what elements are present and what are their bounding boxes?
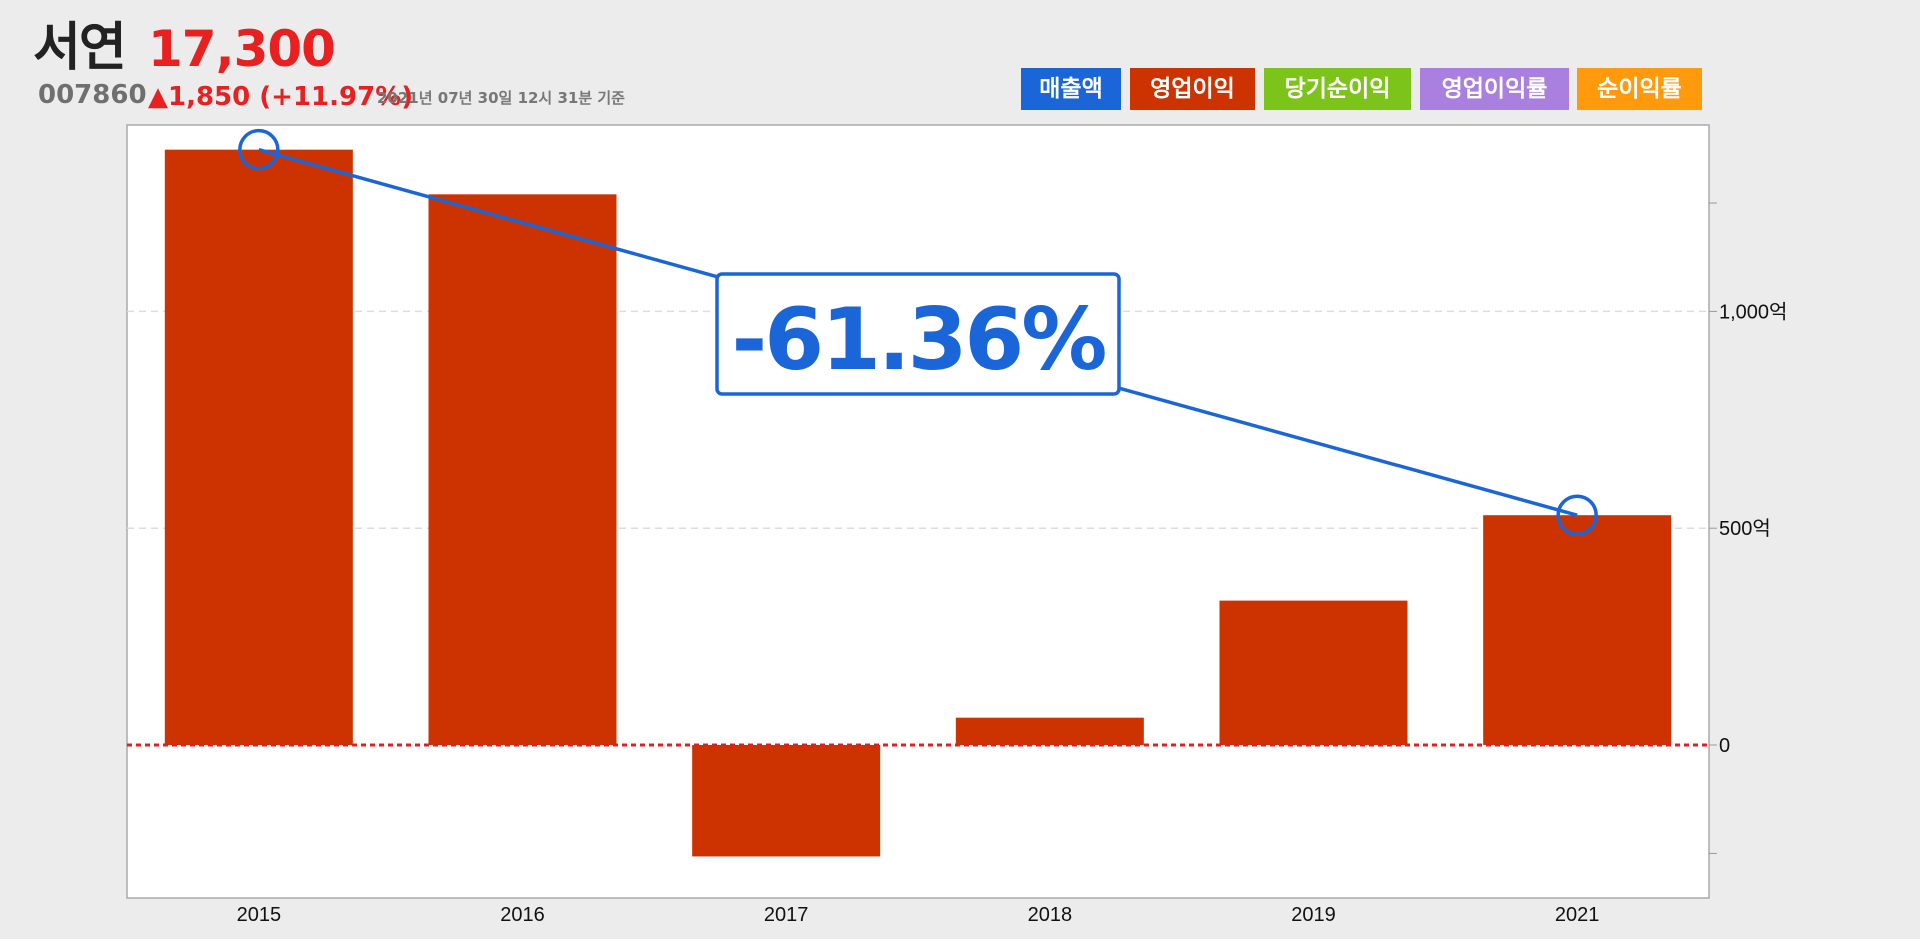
bar-2019 xyxy=(1219,600,1408,745)
stock-price: 17,300 xyxy=(148,20,336,78)
trend-start-marker xyxy=(238,128,280,171)
legend-label: 순이익률 xyxy=(1597,76,1682,102)
x-tick-label: 2016 xyxy=(500,904,545,926)
change-annotation-label: -61.36% xyxy=(732,290,1106,390)
legend-item-operating-margin[interactable]: 영업이익률 xyxy=(1420,68,1569,110)
x-tick-label: 2018 xyxy=(1028,904,1073,926)
trend-end-marker xyxy=(1556,494,1598,536)
x-tick-label: 2021 xyxy=(1555,904,1600,926)
bar-2015 xyxy=(164,149,353,745)
stock-header: 서연 17,300 007860 ▲1,850 (+11.97%) 2021년 … xyxy=(0,0,1920,125)
legend-item-net-margin[interactable]: 순이익률 xyxy=(1577,68,1702,110)
plot-area xyxy=(126,124,1710,899)
change-annotation-box xyxy=(715,272,1121,396)
legend-label: 매출액 xyxy=(1039,76,1103,102)
price-change: ▲1,850 (+11.97%) xyxy=(148,82,414,112)
legend-label: 영업이익률 xyxy=(1441,76,1548,102)
bar-2016 xyxy=(428,194,617,745)
bar-2017 xyxy=(692,745,881,857)
stock-name: 서연 xyxy=(33,18,127,78)
y-tick-label: 500억 xyxy=(1719,517,1771,540)
x-tick-label: 2019 xyxy=(1291,904,1336,926)
as-of-timestamp: 2021년 07년 30일 12시 31분 기준 xyxy=(377,89,625,107)
bar-2021 xyxy=(1483,515,1672,745)
legend-item-operating-profit[interactable]: 영업이익 xyxy=(1130,68,1255,110)
stock-code: 007860 xyxy=(38,80,147,110)
x-tick-label: 2015 xyxy=(237,904,282,926)
legend-item-net-income[interactable]: 당기순이익 xyxy=(1264,68,1411,110)
x-tick-label: 2017 xyxy=(764,904,809,926)
y-tick-label: 0 xyxy=(1719,735,1730,757)
y-tick-label: 1,000억 xyxy=(1719,300,1787,323)
legend-label: 영업이익 xyxy=(1150,76,1235,102)
bar-2018 xyxy=(955,717,1144,745)
legend-item-revenue[interactable]: 매출액 xyxy=(1021,68,1121,110)
legend-label: 당기순이익 xyxy=(1284,76,1391,102)
